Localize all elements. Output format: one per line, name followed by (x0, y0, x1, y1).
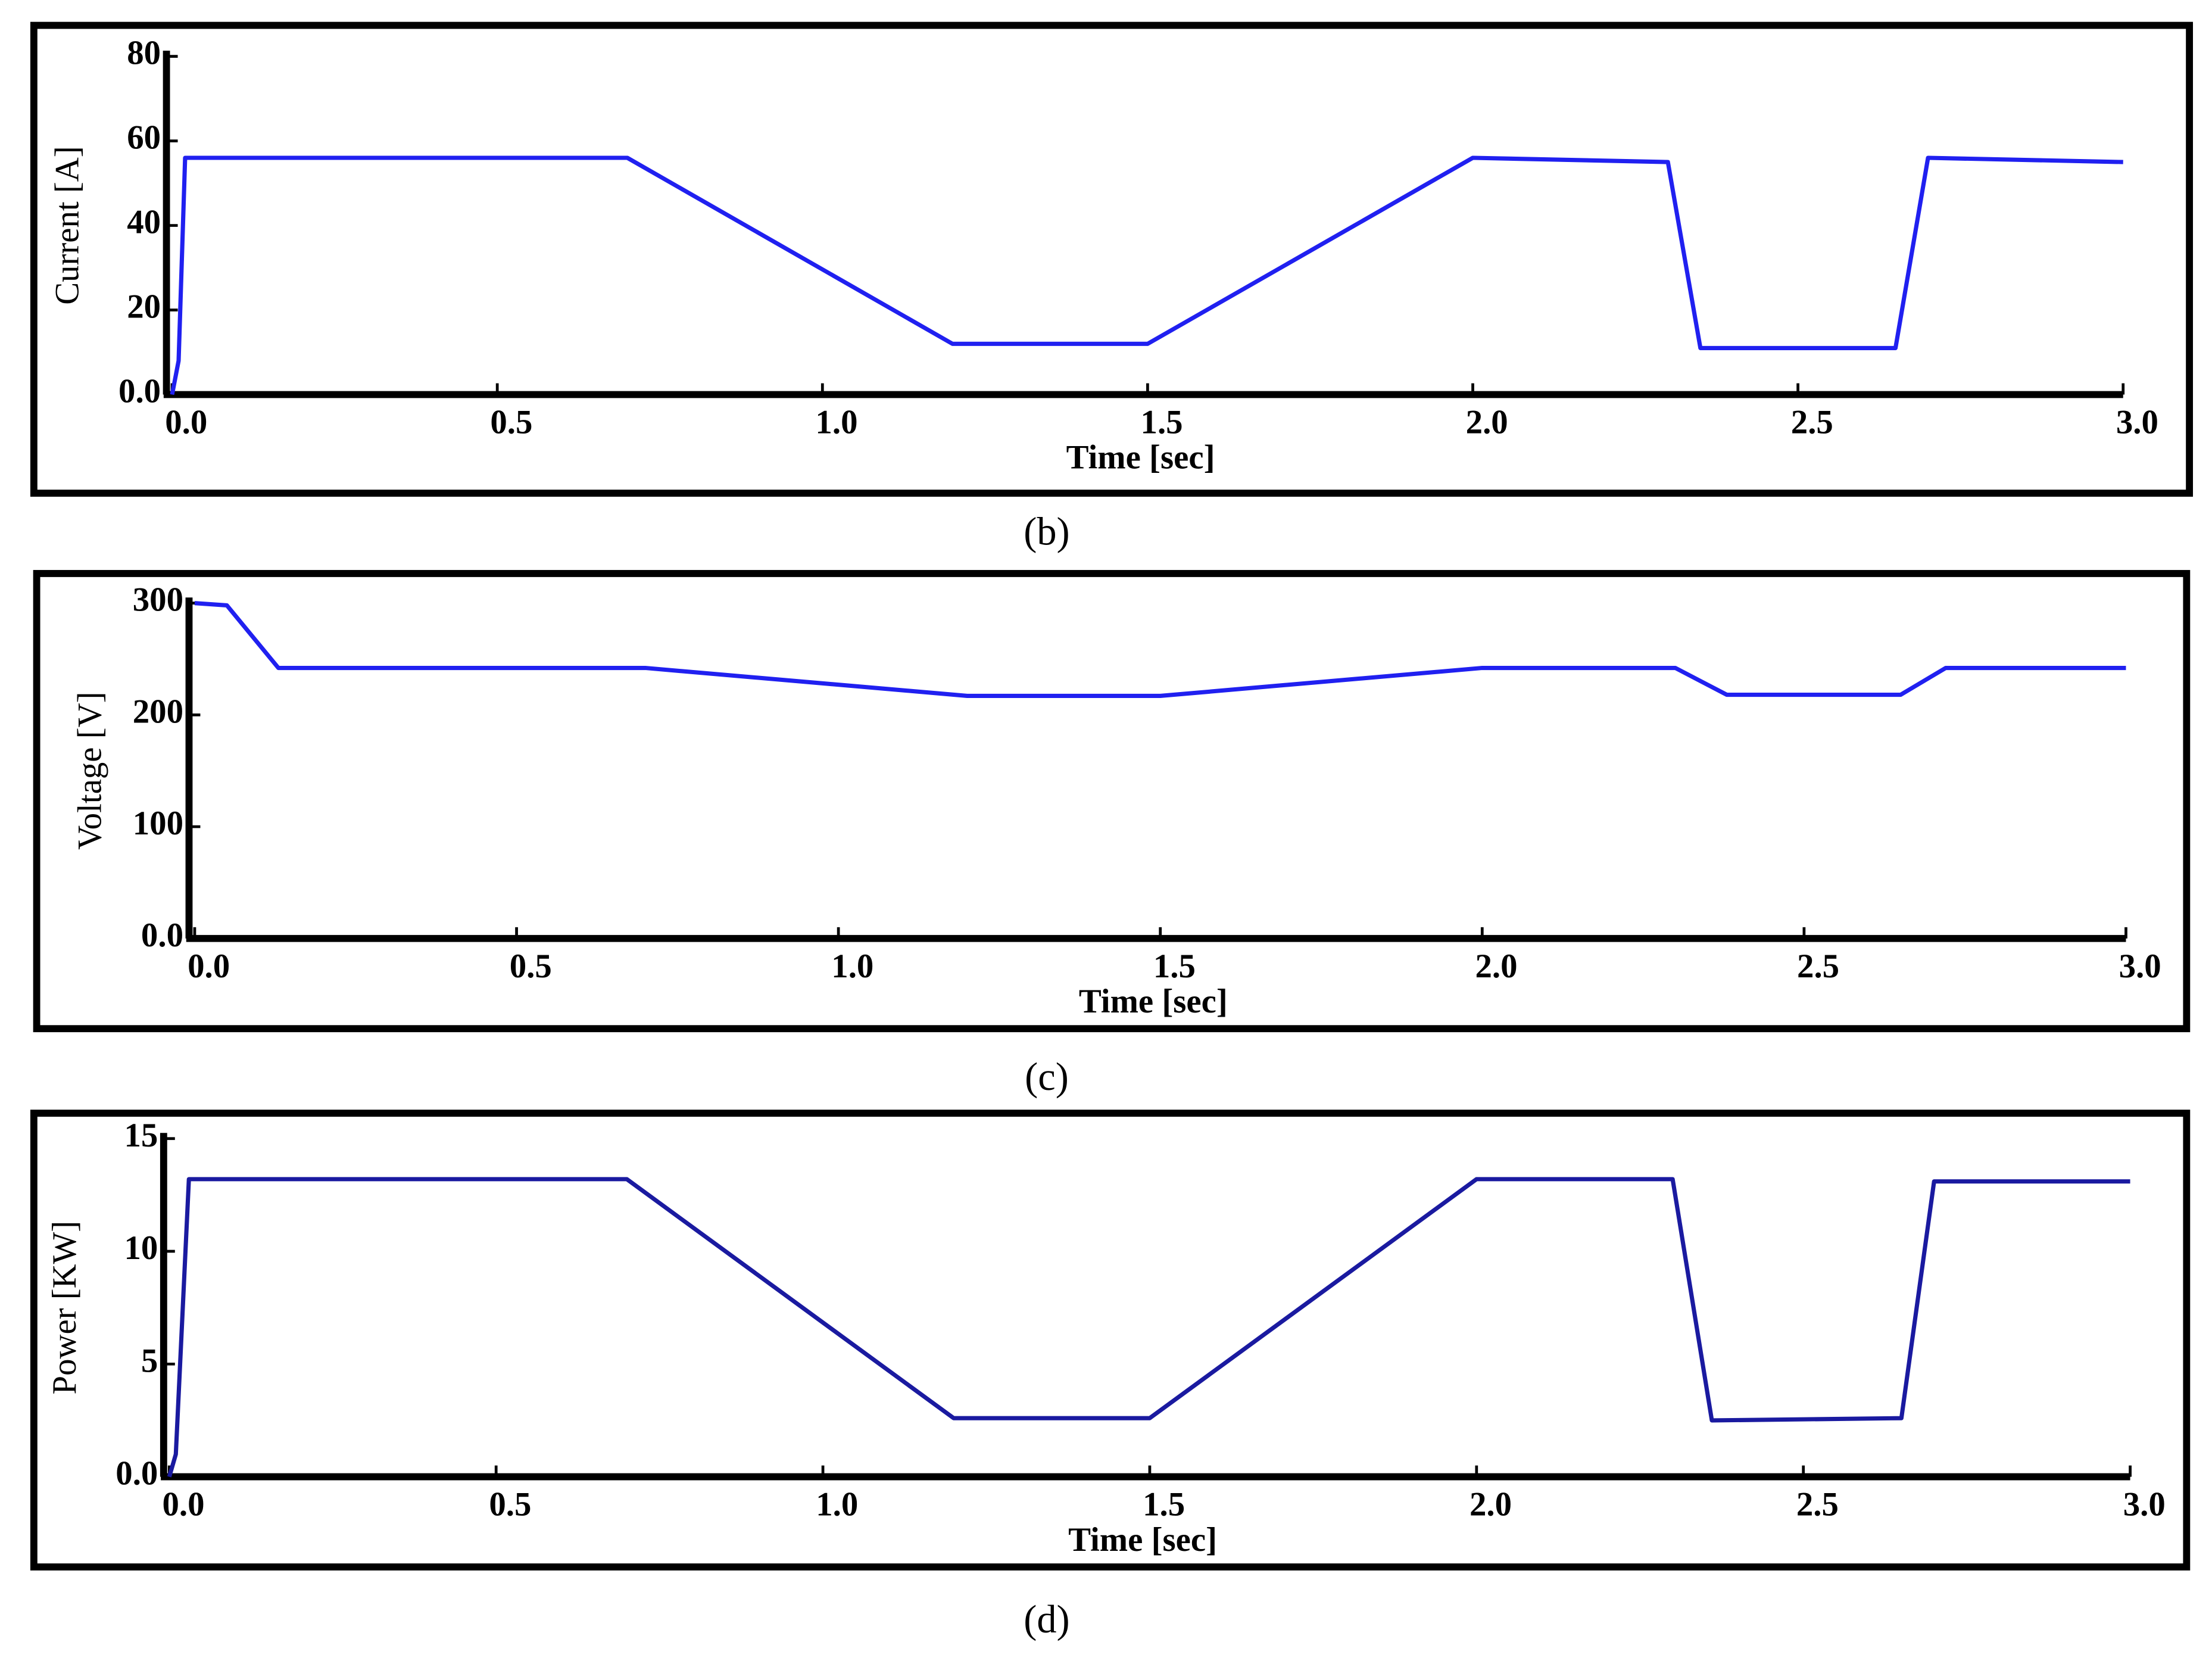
y-axis-label: Voltage [V] (71, 692, 108, 850)
x-axis-label: Time [sec] (1068, 1521, 1217, 1559)
data-line (167, 1177, 2130, 1478)
y-tick-label: 40 (127, 204, 161, 241)
x-tick-label: 2.5 (1791, 404, 1833, 441)
y-tick-label: 0.0 (118, 373, 161, 410)
x-tick-label: 2.0 (1475, 948, 1517, 985)
y-tick-label: 10 (124, 1229, 158, 1267)
x-tick-label: 1.5 (1141, 404, 1183, 441)
x-axis-label: Time [sec] (1066, 439, 1215, 476)
y-tick-label: 5 (141, 1342, 158, 1379)
y-axis-label: Power [KW] (46, 1221, 83, 1395)
y-tick-label: 300 (133, 581, 183, 619)
x-tick-label: 0.5 (489, 1486, 531, 1523)
y-tick-label: 80 (127, 35, 161, 72)
x-tick-label: 2.0 (1470, 1486, 1512, 1523)
x-tick-label: 0.5 (510, 948, 552, 985)
x-tick-label: 1.0 (816, 1486, 858, 1523)
x-tick-label: 2.0 (1466, 404, 1508, 441)
data-line (170, 155, 2123, 395)
chart-frame (30, 21, 2194, 497)
chart-frame (33, 570, 2191, 1033)
x-tick-label: 2.5 (1796, 1486, 1839, 1523)
caption: (b) (1024, 510, 1069, 553)
x-tick-label: 3.0 (2116, 404, 2158, 441)
x-tick-label: 2.5 (1797, 948, 1839, 985)
x-tick-label: 1.5 (1153, 948, 1196, 985)
caption: (c) (1025, 1055, 1069, 1099)
x-tick-label: 3.0 (2119, 948, 2161, 985)
x-tick-label: 1.5 (1143, 1486, 1185, 1523)
chart-frame (30, 1110, 2191, 1571)
y-tick-label: 15 (124, 1117, 158, 1154)
y-tick-label: 0.0 (116, 1455, 158, 1492)
x-tick-label: 0.0 (162, 1486, 204, 1523)
y-tick-label: 0.0 (141, 917, 183, 954)
data-line (194, 601, 2126, 699)
x-tick-label: 3.0 (2123, 1486, 2166, 1523)
x-tick-label: 0.0 (165, 404, 207, 441)
x-tick-label: 1.0 (831, 948, 873, 985)
y-tick-label: 20 (127, 288, 161, 326)
y-tick-label: 60 (127, 119, 161, 157)
x-tick-label: 1.0 (815, 404, 857, 441)
x-axis-label: Time [sec] (1079, 983, 1228, 1020)
x-tick-label: 0.5 (490, 404, 532, 441)
caption: (d) (1024, 1598, 1069, 1641)
y-tick-label: 100 (133, 805, 183, 842)
y-axis-label: Current [A] (48, 146, 86, 304)
x-tick-label: 0.0 (188, 948, 230, 985)
y-tick-label: 200 (133, 693, 183, 730)
